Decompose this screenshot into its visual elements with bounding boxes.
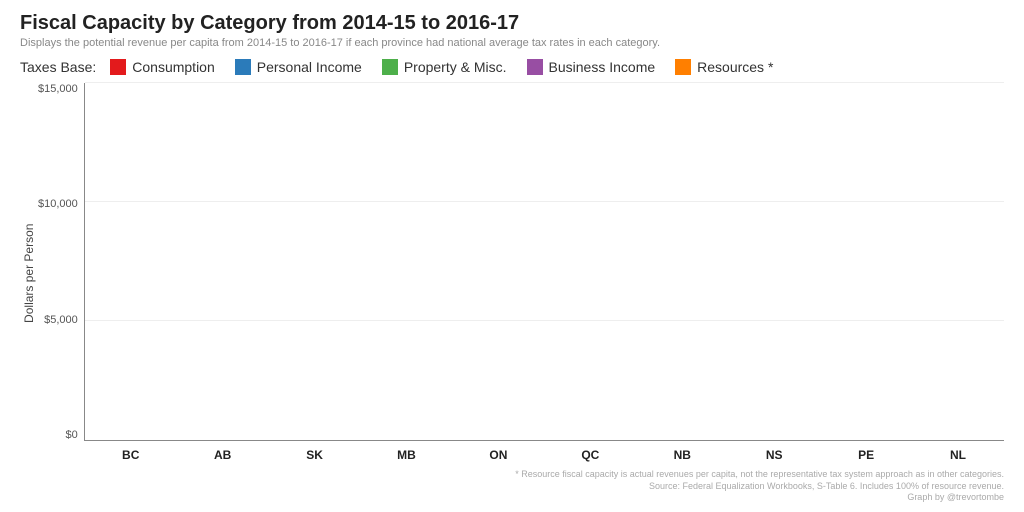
- province-group: [269, 83, 361, 440]
- footnote-line: Source: Federal Equalization Workbooks, …: [20, 481, 1004, 493]
- chart-title: Fiscal Capacity by Category from 2014-15…: [20, 12, 1004, 35]
- province-group: [728, 83, 820, 440]
- legend-item: Resources *: [675, 59, 773, 75]
- legend-swatch: [110, 59, 126, 75]
- province-group: [912, 83, 1004, 440]
- x-tick-label: NS: [728, 448, 820, 462]
- province-group: [820, 83, 912, 440]
- y-axis-label: Dollars per Person: [20, 83, 38, 463]
- legend-item: Business Income: [527, 59, 656, 75]
- x-tick-label: QC: [544, 448, 636, 462]
- x-tick-label: SK: [269, 448, 361, 462]
- province-group: [361, 83, 453, 440]
- x-tick-label: NL: [912, 448, 1004, 462]
- legend-label: Personal Income: [257, 59, 362, 75]
- x-tick-label: AB: [177, 448, 269, 462]
- x-tick-label: MB: [361, 448, 453, 462]
- legend-item: Personal Income: [235, 59, 362, 75]
- legend-label: Resources *: [697, 59, 773, 75]
- x-tick-label: ON: [452, 448, 544, 462]
- plot-area: BCABSKMBONQCNBNSPENL: [84, 83, 1004, 441]
- legend-swatch: [675, 59, 691, 75]
- footnote-line: Graph by @trevortombe: [20, 492, 1004, 504]
- y-axis-ticks: $15,000 $10,000 $5,000 $0: [38, 83, 84, 463]
- chart-body: Dollars per Person $15,000$10,000$5,000$…: [20, 83, 1004, 463]
- y-tick: $0: [66, 429, 78, 441]
- chart-subtitle: Displays the potential revenue per capit…: [20, 37, 1004, 49]
- province-group: [85, 83, 177, 440]
- y-tick: $15,000: [38, 83, 78, 95]
- province-group: [544, 83, 636, 440]
- x-tick-label: NB: [636, 448, 728, 462]
- x-tick-label: PE: [820, 448, 912, 462]
- province-group: [636, 83, 728, 440]
- bar-groups: [85, 83, 1004, 440]
- legend-title: Taxes Base:: [20, 59, 96, 75]
- legend: Taxes Base: Consumption Personal Income Pr…: [20, 59, 1004, 75]
- legend-swatch: [382, 59, 398, 75]
- legend-label: Consumption: [132, 59, 215, 75]
- legend-item: Property & Misc.: [382, 59, 507, 75]
- province-group: [177, 83, 269, 440]
- legend-item: Consumption: [110, 59, 215, 75]
- legend-label: Business Income: [549, 59, 656, 75]
- footnote-line: * Resource fiscal capacity is actual rev…: [20, 469, 1004, 481]
- x-axis-labels: BCABSKMBONQCNBNSPENL: [85, 448, 1004, 462]
- y-tick: $5,000: [44, 314, 78, 326]
- legend-items: Consumption Personal Income Property & Mis…: [110, 59, 773, 75]
- legend-swatch: [527, 59, 543, 75]
- y-tick: $10,000: [38, 198, 78, 210]
- footnotes: * Resource fiscal capacity is actual rev…: [20, 469, 1004, 504]
- province-group: [452, 83, 544, 440]
- x-tick-label: BC: [85, 448, 177, 462]
- legend-label: Property & Misc.: [404, 59, 507, 75]
- legend-swatch: [235, 59, 251, 75]
- chart-container: Fiscal Capacity by Category from 2014-15…: [0, 0, 1024, 512]
